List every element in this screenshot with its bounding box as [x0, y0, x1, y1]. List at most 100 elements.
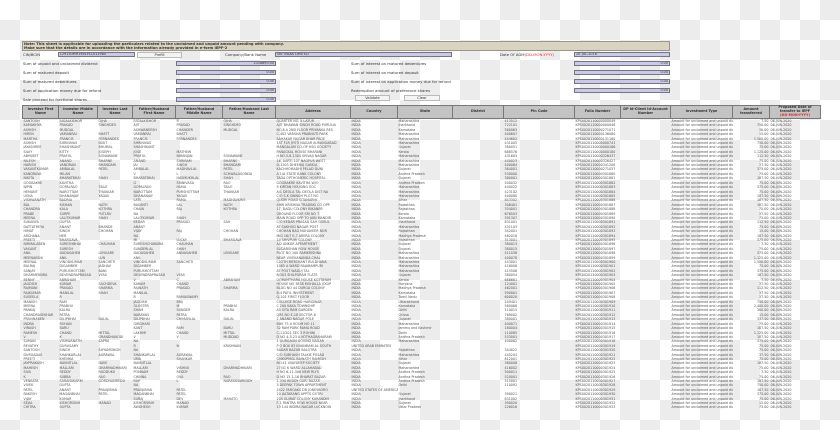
table-cell[interactable]: INDIA: [351, 405, 361, 410]
sum-input[interactable]: 0.00: [574, 88, 670, 93]
table-cell[interactable]: INDIA: [351, 119, 361, 123]
table-cell[interactable]: INDIA: [351, 202, 361, 207]
table-cell[interactable]: 500011: [504, 370, 518, 375]
table-cell[interactable]: 75.00: [759, 396, 769, 401]
table-cell[interactable]: VASANTKUMAR: [23, 167, 49, 172]
table-cell[interactable]: THAKKAR: [223, 189, 240, 194]
table-cell[interactable]: G: [133, 180, 137, 185]
table-cell[interactable]: KPS0020110000000180: [575, 149, 616, 154]
table-cell[interactable]: 676503: [504, 211, 518, 216]
table-cell[interactable]: Amount for unclaimed and unpaid dividend: [671, 119, 733, 123]
table-cell[interactable]: 06-JUN-2020: [770, 370, 792, 375]
table-cell[interactable]: INDIA: [351, 268, 361, 273]
table-cell[interactable]: HUNA: [176, 185, 187, 190]
table-cell[interactable]: INDIA: [351, 233, 361, 238]
table-cell[interactable]: INDIA: [351, 361, 361, 366]
table-cell[interactable]: 400064: [504, 163, 518, 168]
table-cell[interactable]: NO.41 VIJAYDEEP SOCIETY: [276, 361, 320, 366]
prefill-button[interactable]: Prefill: [137, 52, 182, 58]
table-cell[interactable]: PRABHU: [59, 304, 74, 309]
table-cell[interactable]: KPS0020110000301882: [575, 180, 616, 185]
table-cell[interactable]: D-1203 DHEERAJ GANGA: [276, 163, 318, 168]
table-cell[interactable]: 75.00: [759, 215, 769, 220]
table-cell[interactable]: 187.50: [756, 193, 769, 198]
table-cell[interactable]: INDIA: [351, 370, 361, 375]
table-cell[interactable]: 3 DEEPAK TOWN APPARTMENT: [276, 383, 327, 388]
table-cell[interactable]: PRAGJIBHAI: [133, 387, 153, 392]
table-cell[interactable]: V: [23, 334, 26, 339]
table-cell[interactable]: 722101: [504, 123, 518, 128]
table-cell[interactable]: SHANKAR: [176, 356, 193, 361]
table-cell[interactable]: NA: [133, 348, 139, 353]
table-cell[interactable]: INDIA: [351, 237, 361, 242]
table-cell[interactable]: ANAND: [59, 158, 72, 163]
table-cell[interactable]: 06-JUN-2020: [770, 176, 792, 181]
table-cell[interactable]: 7.50: [761, 277, 769, 282]
table-cell[interactable]: 400071: [504, 321, 518, 326]
table-cell[interactable]: BARU: [223, 326, 233, 331]
table-cell[interactable]: GLOSTER: [133, 304, 149, 309]
table-cell[interactable]: BHANDE: [98, 224, 113, 229]
table-cell[interactable]: 400080: [504, 193, 518, 198]
table-cell[interactable]: DIGAMBER: [133, 264, 152, 269]
table-cell[interactable]: KAMAKHYA: [23, 123, 42, 128]
table-cell[interactable]: [453, 405, 504, 409]
table-cell[interactable]: Haryana: [398, 282, 413, 287]
table-cell[interactable]: Madhya Pradesh: [398, 286, 426, 291]
table-cell[interactable]: RAMESH: [23, 330, 38, 335]
table-cell[interactable]: KPS0020110000301893: [575, 229, 616, 234]
table-cell[interactable]: DHARMADHIKARI: [98, 365, 127, 370]
table-cell[interactable]: 187.50: [756, 198, 769, 203]
table-cell[interactable]: 591307: [504, 215, 518, 220]
table-cell[interactable]: 831002: [504, 396, 518, 401]
agm-date-input[interactable]: 20-JUL-2016: [574, 52, 670, 57]
table-cell[interactable]: LAKHMI: [133, 330, 147, 335]
table-cell[interactable]: KPS0020110000301886: [575, 198, 616, 203]
table-cell[interactable]: AMBALAL: [59, 167, 76, 172]
table-cell[interactable]: 75.00: [759, 158, 769, 163]
table-cell[interactable]: 13 144 INDIRA NAGAR LUCKNOW: [276, 405, 332, 410]
table-cell[interactable]: KPS0020110000301921: [575, 352, 616, 357]
table-cell[interactable]: INDIA: [351, 145, 361, 150]
table-cell[interactable]: PONNAM: [133, 370, 149, 375]
table-cell[interactable]: USHA: [23, 193, 33, 198]
table-cell[interactable]: Gujarat: [398, 167, 411, 172]
table-cell[interactable]: SINGHDEO: [223, 123, 242, 128]
table-cell[interactable]: Maharashtra: [398, 158, 420, 163]
table-cell[interactable]: SHAH: [98, 176, 108, 181]
table-cell[interactable]: DEVENDRAPRASAD: [133, 273, 166, 278]
table-cell[interactable]: 06-JUN-2020: [770, 193, 792, 198]
table-cell[interactable]: 06-JUN-2020: [770, 215, 792, 220]
table-cell[interactable]: 812001: [504, 356, 518, 361]
table-cell[interactable]: INDIA: [351, 211, 361, 216]
table-cell[interactable]: KPS0020110000301891: [575, 220, 616, 225]
table-cell[interactable]: 440023: [504, 158, 518, 163]
table-cell[interactable]: KPS0020110000301911: [575, 308, 616, 313]
table-cell[interactable]: Amount for unclaimed and unpaid dividend: [671, 224, 733, 229]
table-cell[interactable]: GOPALRAO: [59, 185, 78, 190]
table-cell[interactable]: 831001: [504, 220, 518, 225]
table-cell[interactable]: SHYAMSINGH: [98, 348, 121, 353]
table-cell[interactable]: V: [133, 334, 136, 339]
table-cell[interactable]: INDIA: [351, 167, 361, 172]
table-cell[interactable]: 110085: [504, 330, 518, 335]
table-cell[interactable]: KPS0020110000301888: [575, 207, 616, 212]
table-cell[interactable]: 520001: [504, 374, 518, 379]
table-cell[interactable]: Amount for unclaimed and unpaid dividend: [671, 356, 733, 361]
table-cell[interactable]: KPS0020110000301895: [575, 237, 616, 242]
table-cell[interactable]: KALRA: [59, 308, 71, 313]
table-cell[interactable]: KOTHRA: [223, 207, 237, 212]
table-cell[interactable]: Maharashtra: [398, 185, 420, 190]
table-cell[interactable]: OVA: [176, 374, 184, 379]
table-cell[interactable]: 06-JUN-2020: [770, 149, 792, 154]
table-cell[interactable]: HER: [59, 233, 67, 238]
table-cell[interactable]: PRAFUL: [59, 154, 73, 159]
table-cell[interactable]: VISHNU: [176, 365, 190, 370]
table-cell[interactable]: KPS0020110000136080: [575, 132, 616, 137]
table-cell[interactable]: 06-JUN-2020: [770, 123, 792, 128]
table-cell[interactable]: NIPIN: [23, 185, 33, 190]
table-cell[interactable]: DADASAHEB: [59, 251, 81, 256]
table-cell[interactable]: DIGAMBER: [59, 264, 78, 269]
table-cell[interactable]: MALLARI: [59, 365, 74, 370]
table-cell[interactable]: PURUSHOTTAM: [133, 268, 159, 273]
